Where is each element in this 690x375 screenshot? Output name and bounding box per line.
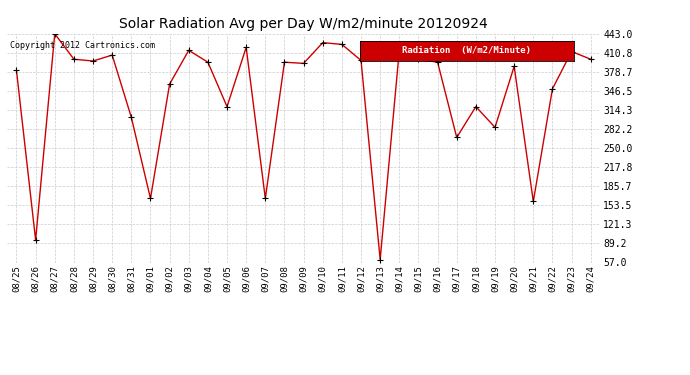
Text: Copyright 2012 Cartronics.com: Copyright 2012 Cartronics.com [10, 40, 155, 50]
Title: Solar Radiation Avg per Day W/m2/minute 20120924: Solar Radiation Avg per Day W/m2/minute … [119, 17, 488, 31]
